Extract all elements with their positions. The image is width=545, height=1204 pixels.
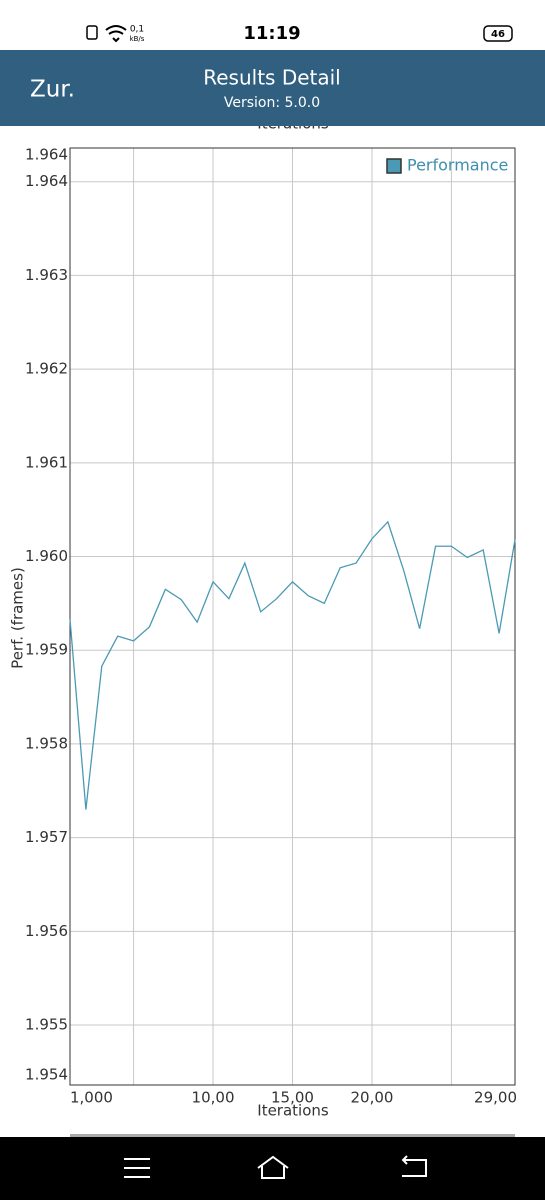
back-button[interactable]: Zur. xyxy=(30,77,75,103)
y-tick-label: 1.955 xyxy=(25,1016,68,1034)
y-tick-label: 1.957 xyxy=(25,828,68,846)
y-tick-label: 1.954 xyxy=(25,1066,68,1084)
battery-icon xyxy=(483,25,513,42)
chart: Iterations 1.964 1.964 1.963 1.962 1.961 1.960… xyxy=(9,115,518,1120)
legend-swatch xyxy=(386,158,402,174)
y-tick-label: 1.964 xyxy=(25,146,68,164)
home-button[interactable] xyxy=(257,1155,289,1179)
net-speed: 0,1 xyxy=(130,25,144,35)
header-subtitle: Version: 5.0.0 xyxy=(224,95,320,111)
x-axis-title: Iterations xyxy=(257,1102,329,1120)
x-tick-label: 29,00 xyxy=(474,1089,517,1107)
y-tick-label: 1.964 xyxy=(25,172,68,190)
net-unit: kB/s xyxy=(130,35,145,43)
wifi-icon xyxy=(105,25,127,43)
scroll-indicator xyxy=(70,1134,515,1137)
y-tick-label: 1.963 xyxy=(25,266,68,284)
data-line xyxy=(69,520,516,810)
plot-frame xyxy=(69,147,516,1086)
x-tick-label: 10,00 xyxy=(192,1089,235,1107)
clock: 11:19 xyxy=(243,23,300,44)
y-tick-label: 1.958 xyxy=(25,734,68,752)
y-tick-label: 1.959 xyxy=(25,641,68,659)
y-tick-label: 1.956 xyxy=(25,922,68,940)
nav-bar xyxy=(0,1137,545,1200)
menu-button[interactable] xyxy=(124,1158,150,1178)
sim-icon xyxy=(86,25,98,40)
y-tick-label: 1.962 xyxy=(25,360,68,378)
x-tick-label: 20,00 xyxy=(350,1089,393,1107)
status-bar xyxy=(0,0,545,50)
y-tick-label: 1.960 xyxy=(25,547,68,565)
legend-label: Performance xyxy=(407,156,508,175)
x-tick-label: 15,00 xyxy=(271,1089,314,1107)
x-tick-label: 1,000 xyxy=(70,1089,113,1107)
battery-level: 46 xyxy=(491,29,505,40)
app-header xyxy=(0,50,545,126)
back-nav-button[interactable] xyxy=(401,1155,427,1177)
y-axis-title: Perf. (frames) xyxy=(9,567,27,669)
header-title: Results Detail xyxy=(203,66,341,90)
y-tick-label: 1.961 xyxy=(25,453,68,471)
